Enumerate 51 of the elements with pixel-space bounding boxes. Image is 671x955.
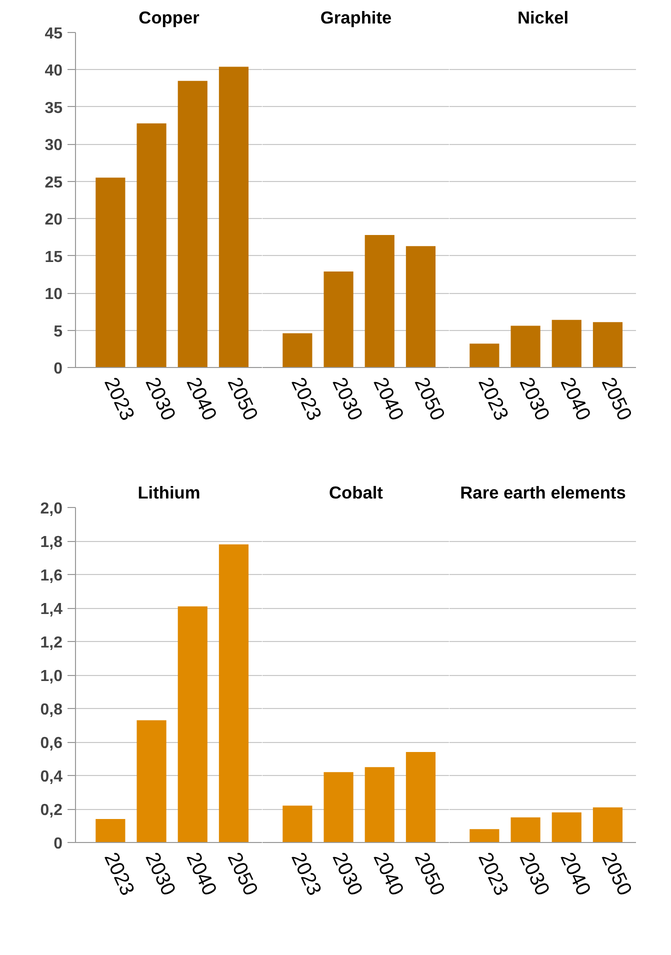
chart-title: Cobalt xyxy=(329,482,384,502)
y-tick-label: 0 xyxy=(54,360,63,378)
x-tick-label: 2023 xyxy=(286,374,326,424)
x-tick-label: 2023 xyxy=(100,374,138,424)
x-tick-label: 2040 xyxy=(182,374,220,424)
y-tick-label: 40 xyxy=(44,62,63,80)
y-tick-label: 2,0 xyxy=(40,500,63,518)
x-tick-label: 2023 xyxy=(474,374,512,424)
x-tick-label: 2030 xyxy=(328,374,366,424)
y-tick-label: 35 xyxy=(44,100,63,117)
x-tick-label: 2030 xyxy=(140,374,180,424)
chart-title: Rare earth elements xyxy=(460,482,626,502)
y-tick-label: 25 xyxy=(44,174,63,192)
chart-title: Graphite xyxy=(320,8,392,28)
chart-title: Nickel xyxy=(517,8,569,28)
y-tick-label: 1,6 xyxy=(40,568,63,584)
y-tick-label: 1,0 xyxy=(40,668,63,685)
x-tick-label: 2030 xyxy=(514,849,554,899)
x-tick-label: 2040 xyxy=(368,849,408,899)
y-tick-label: 0,2 xyxy=(40,802,63,819)
x-tick-label: 2023 xyxy=(100,849,138,899)
x-tick-label: 2040 xyxy=(556,849,594,899)
y-tick-label: 30 xyxy=(44,137,63,154)
y-tick-label: 5 xyxy=(54,323,63,340)
y-tick-label: 1,4 xyxy=(40,601,63,618)
x-tick-label: 2050 xyxy=(222,849,262,899)
x-tick-label: 2050 xyxy=(596,374,636,424)
x-tick-label: 2030 xyxy=(140,849,180,899)
x-tick-label: 2040 xyxy=(368,374,408,424)
y-tick-label: 0 xyxy=(54,836,63,852)
y-tick-label: 0,4 xyxy=(40,768,63,786)
x-tick-label: 2030 xyxy=(514,374,554,424)
x-tick-label: 2050 xyxy=(410,374,449,424)
chart-title: Copper xyxy=(138,8,200,28)
x-tick-label: 2023 xyxy=(474,849,512,899)
y-tick-label: 1,2 xyxy=(40,634,63,652)
x-tick-label: 2050 xyxy=(222,374,262,424)
x-tick-label: 2030 xyxy=(328,849,366,899)
x-tick-label: 2050 xyxy=(410,849,449,899)
chart-title: Lithium xyxy=(138,482,200,502)
y-tick-label: 0,6 xyxy=(40,735,63,752)
y-tick-label: 1,8 xyxy=(40,534,63,551)
y-tick-label: 20 xyxy=(44,212,63,229)
y-tick-label: 10 xyxy=(44,286,63,304)
x-tick-label: 2023 xyxy=(286,849,326,899)
x-tick-label: 2040 xyxy=(556,374,594,424)
y-tick-label: 45 xyxy=(44,26,63,42)
y-tick-label: 15 xyxy=(44,248,63,266)
y-tick-label: 0,8 xyxy=(40,702,63,718)
x-tick-label: 2050 xyxy=(596,849,636,899)
x-tick-label: 2040 xyxy=(182,849,220,899)
